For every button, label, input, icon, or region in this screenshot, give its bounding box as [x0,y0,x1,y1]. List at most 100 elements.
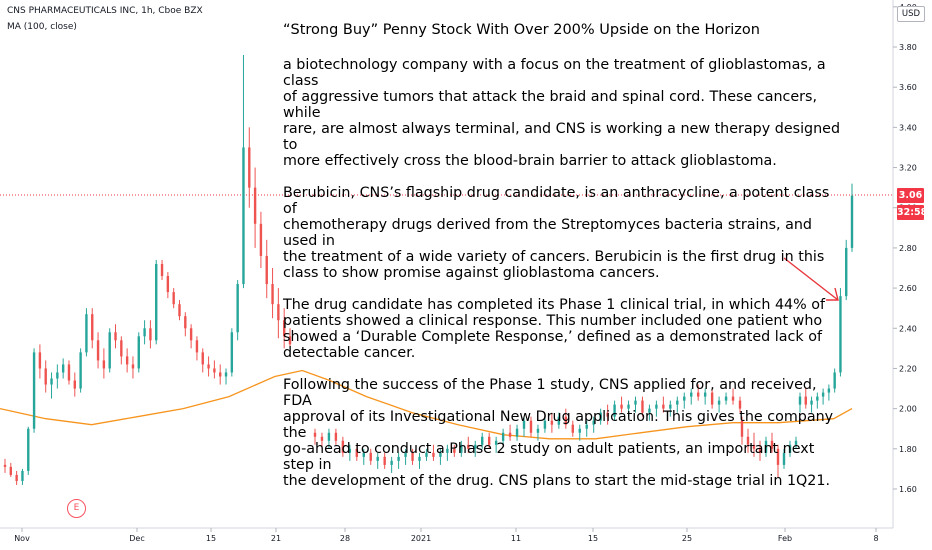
article-paragraph: Following the success of the Phase 1 stu… [283,377,834,489]
candle [529,416,533,437]
candle [827,384,831,401]
candle [564,408,568,429]
time-axis[interactable]: Nov Dec 15 21 28 2021 11 15 25 Feb 8 [14,528,879,543]
candle [467,436,470,453]
candle [696,384,700,401]
candle [710,388,714,409]
candle [810,396,813,413]
price-tick-label: 3.80 [899,43,917,52]
candle [125,348,129,373]
candle [571,420,574,437]
candle [277,288,280,339]
candle [184,312,187,337]
indicator-label[interactable]: MA (100, close) [7,22,77,32]
candle [397,452,400,469]
candle [108,328,111,373]
candle [536,424,540,441]
candle [627,400,630,417]
candle [676,396,679,413]
price-tick-label: 2.40 [899,324,917,333]
last-price-badge: 3.06 [897,188,924,203]
candle [522,416,526,437]
time-tick-label: 28 [340,534,350,543]
candle [172,288,175,309]
candle [821,388,825,405]
candle [27,426,30,475]
bar-countdown-badge: 32:58 [897,205,928,220]
candle [845,239,848,301]
time-tick-label: Nov [14,534,30,543]
candle [96,332,100,369]
candle [160,259,164,281]
candle [669,400,672,417]
candle [85,308,88,357]
candle [501,428,505,445]
candle [794,436,798,449]
time-tick-label: 15 [588,534,598,543]
candle [731,388,735,405]
candle [50,372,53,399]
candle [242,55,245,289]
article-paragraph: The drug candidate has completed its Pha… [283,297,826,361]
candlestick-series [3,55,854,485]
candle [662,396,665,413]
article-title: “Strong Buy” Penny Stock With Over 200% … [283,22,760,38]
candle [620,396,623,413]
candle [131,356,135,379]
candle [73,372,76,397]
price-tick-label: 3.60 [899,83,917,92]
candle [21,468,24,485]
candle [120,336,123,365]
candle [271,268,274,319]
article-body: a biotechnology company with a focus on … [283,57,843,505]
annotation-arrow [783,257,839,301]
candle [453,444,456,457]
candle [446,444,449,461]
candle [390,456,393,473]
candle [641,396,644,417]
candle [320,432,324,449]
candle [201,348,204,373]
candle [543,416,547,433]
candle [839,288,842,377]
price-tick-label: 2.80 [899,244,917,253]
candle [213,360,216,379]
candle [703,388,707,405]
time-tick-label: 15 [206,534,216,543]
candle [606,404,609,425]
earnings-event-marker[interactable]: E [67,499,86,518]
candle [207,356,210,377]
candle [282,308,286,349]
candle [833,368,836,393]
symbol-header[interactable]: CNS PHARMACEUTICALS INC, 1h, Cboe BZX [7,6,203,16]
candle [334,428,338,445]
candle [369,448,372,465]
time-tick-label: 11 [511,534,521,543]
price-tick-label: 2.60 [899,284,917,293]
price-tick-label: 3.40 [899,123,917,132]
price-axis[interactable]: 4.003.803.603.403.203.002.802.602.402.20… [893,3,917,494]
candle [265,239,268,299]
candle [3,458,7,473]
candle [782,448,786,469]
candle [481,432,484,449]
candle [764,436,768,457]
price-tick-label: 2.00 [899,405,917,414]
candle [348,444,352,461]
candle [738,396,742,413]
moving-average-line [0,369,853,440]
candle [91,308,94,349]
candle [56,364,59,389]
candle [355,444,359,461]
candle [425,448,428,461]
candle [724,392,728,405]
candle [550,412,554,433]
candle [149,320,152,349]
currency-button[interactable]: USD [897,6,925,22]
candle [816,392,819,409]
price-tick-label: 1.80 [899,445,917,454]
candle [376,452,379,469]
candle [487,432,491,449]
candle [599,408,602,425]
